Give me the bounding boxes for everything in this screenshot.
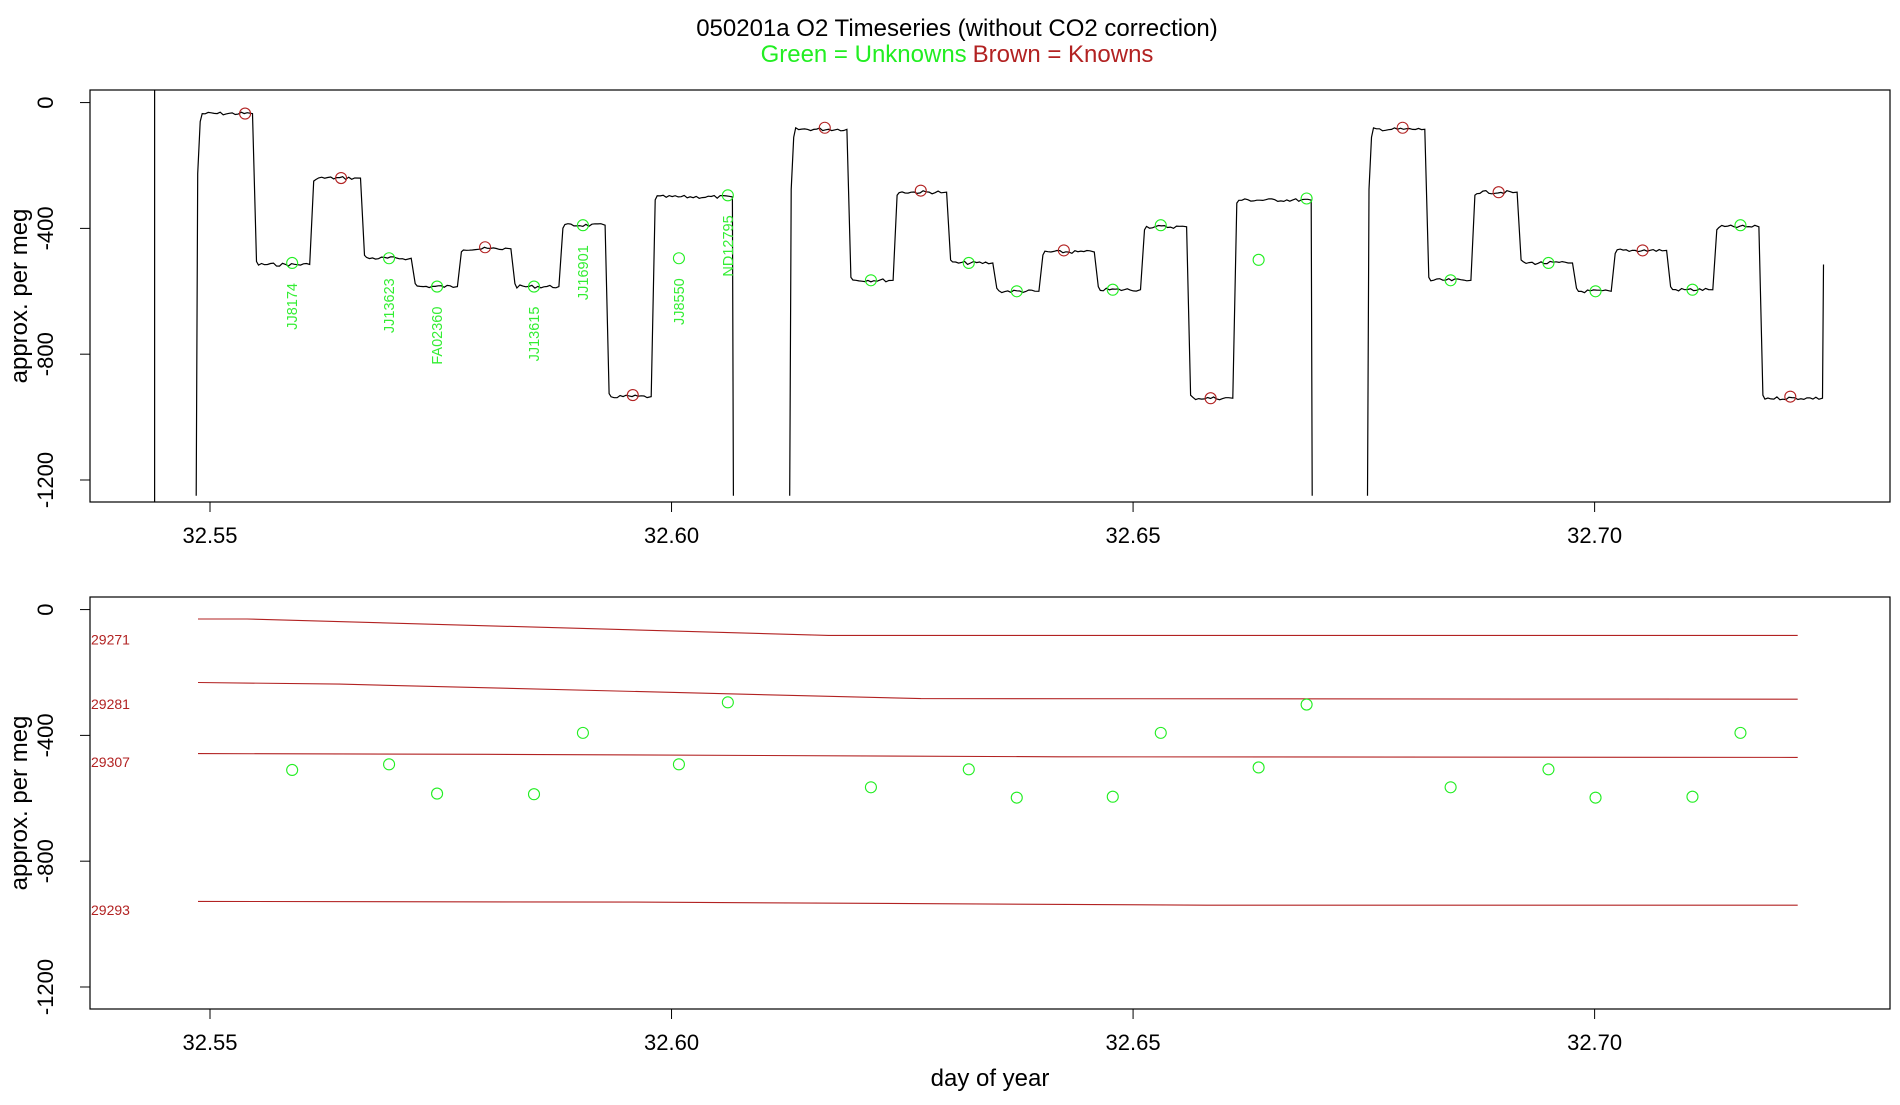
chart-subtitle: Green = Unknowns Brown = Knowns	[761, 41, 1154, 68]
reference-line	[198, 618, 1798, 636]
x-tick-label: 32.60	[644, 1030, 699, 1055]
y-tick-label: -800	[33, 839, 58, 883]
unknown-point	[286, 763, 299, 777]
known-point	[479, 241, 492, 254]
unknown-point	[1010, 791, 1023, 804]
y-tick-label: 0	[33, 96, 58, 108]
unknown-point	[576, 219, 589, 232]
reference-tank-label: 29281	[91, 696, 130, 712]
x-axis-label: day of year	[931, 1065, 1050, 1092]
unknown-point	[721, 189, 734, 202]
unknown-point	[1444, 274, 1457, 287]
unknown-point	[962, 256, 975, 270]
reference-line	[197, 900, 1798, 906]
y-axis-label: approx. per meg	[6, 716, 33, 891]
unknown-point	[1734, 219, 1747, 232]
unknown-point	[721, 696, 734, 709]
x-tick-label: 32.65	[1106, 1030, 1161, 1055]
reference-line	[197, 753, 1798, 758]
reference-tank-label: 29307	[91, 754, 130, 770]
known-point	[626, 389, 639, 402]
y-tick-label: 0	[33, 603, 58, 615]
reference-tank-label: 29271	[91, 631, 130, 647]
unknown-point	[1589, 791, 1602, 804]
x-tick-label: 32.65	[1106, 523, 1161, 548]
unknown-sample-label: FA02360	[430, 307, 446, 365]
y-axis-label: approx. per meg	[6, 209, 33, 384]
unknown-sample-label: ND12795	[721, 215, 737, 276]
unknown-point	[962, 763, 975, 776]
known-point	[1492, 186, 1505, 199]
o2-trace-line	[195, 111, 1825, 496]
unknown-point	[1542, 763, 1555, 776]
y-tick-label: -1200	[33, 959, 58, 1015]
unknown-sample-label: JJ8550	[672, 278, 688, 325]
x-tick-label: 32.60	[644, 523, 699, 548]
reference-panel: 32.55 32.60 32.65 32.70 0 -400 -800 -1200 approx…	[6, 596, 1891, 1092]
unknown-point	[672, 758, 685, 771]
known-point	[1057, 244, 1070, 257]
known-point	[1784, 390, 1797, 403]
known-point	[239, 107, 252, 120]
unknown-point	[1734, 726, 1747, 739]
unknown-point	[672, 252, 685, 265]
legend-knowns: Brown = Knowns	[973, 41, 1154, 68]
known-point	[335, 172, 348, 185]
unknown-point	[1252, 253, 1265, 266]
reference-line	[197, 681, 1798, 700]
x-tick-label: 32.55	[182, 523, 237, 548]
x-tick-label: 32.70	[1567, 1030, 1622, 1055]
legend-unknowns: Green = Unknowns	[761, 41, 967, 68]
known-point	[1396, 121, 1409, 134]
timeseries-panel: 32.55 32.60 32.65 32.70 0 -400 -800 -1200 approx…	[6, 89, 1891, 548]
y-tick-label: -800	[33, 332, 58, 376]
unknown-sample-label: JJ13615	[527, 307, 543, 362]
unknown-point	[431, 787, 444, 800]
unknown-point	[1686, 790, 1699, 803]
unknown-point	[1300, 192, 1313, 205]
unknown-point	[383, 252, 396, 265]
unknown-point	[1444, 781, 1457, 794]
y-tick-label: -1200	[33, 452, 58, 508]
unknown-point	[383, 758, 396, 771]
unknown-point	[864, 274, 877, 287]
unknown-point	[527, 788, 541, 801]
unknown-point	[1010, 285, 1023, 298]
chart-title: 050201a O2 Timeseries (without CO2 corre…	[696, 15, 1218, 42]
unknown-sample-label: JJ8174	[285, 283, 301, 330]
unknown-point	[431, 280, 444, 293]
known-point	[1204, 392, 1217, 405]
unknown-point	[1154, 219, 1167, 232]
unknown-point	[1589, 285, 1602, 298]
y-tick-label: -400	[33, 713, 58, 757]
x-tick-label: 32.55	[182, 1030, 237, 1055]
plot-frame	[89, 596, 1891, 1010]
plot-frame	[89, 89, 1891, 503]
unknown-point	[576, 726, 589, 739]
unknown-sample-label: JJ13623	[382, 278, 398, 333]
known-point	[818, 121, 831, 134]
unknown-point	[286, 256, 299, 270]
unknown-point	[1300, 698, 1313, 711]
unknown-sample-label: JJ16901	[576, 245, 592, 300]
unknown-point	[1106, 790, 1119, 803]
unknown-point	[1154, 726, 1167, 739]
unknown-point	[1252, 761, 1265, 774]
unknown-point	[1106, 283, 1119, 296]
known-point	[1636, 244, 1649, 257]
unknown-point	[1542, 256, 1555, 270]
x-tick-label: 32.70	[1567, 523, 1622, 548]
unknown-point	[527, 280, 541, 293]
unknown-point	[1686, 283, 1699, 296]
y-tick-label: -400	[33, 206, 58, 250]
known-point	[914, 184, 927, 197]
reference-tank-label: 29293	[91, 902, 130, 918]
unknown-point	[864, 781, 877, 794]
